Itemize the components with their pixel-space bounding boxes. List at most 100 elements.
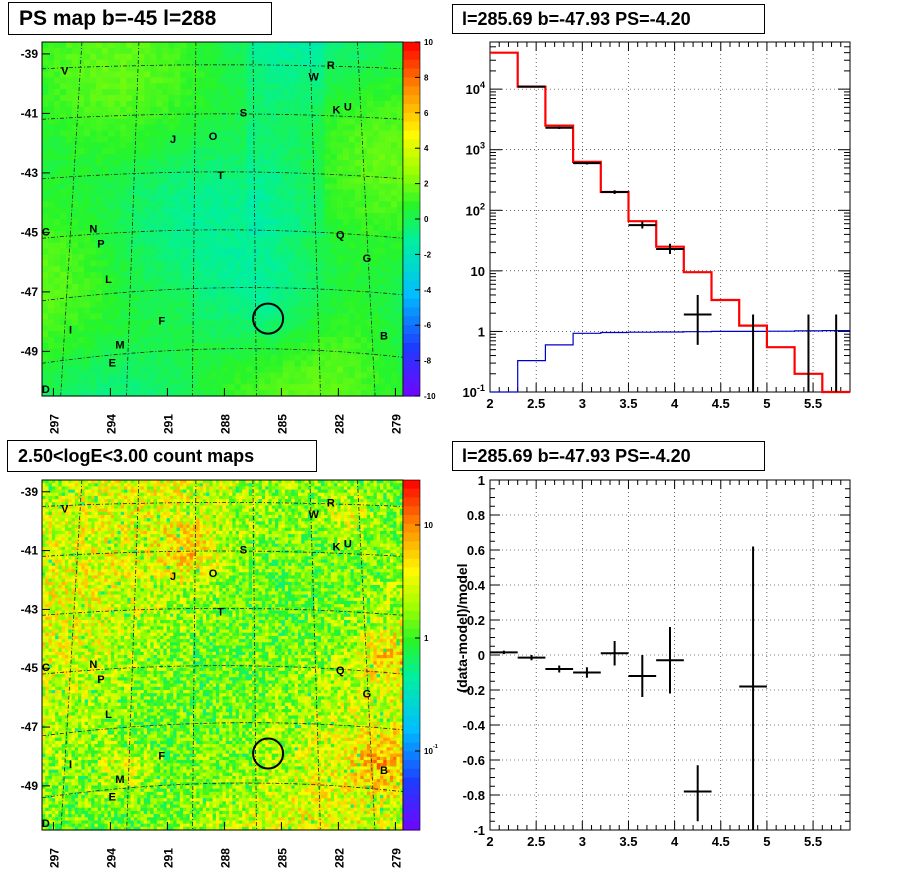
map-pixel [51, 795, 56, 799]
map-pixel [186, 248, 194, 255]
map-pixel [90, 360, 97, 368]
map-pixel [78, 130, 85, 137]
map-pixel [84, 142, 91, 149]
map-pixel [144, 165, 151, 173]
map-pixel [42, 207, 49, 214]
map-pixel [396, 213, 404, 220]
map-pixel [318, 325, 326, 332]
map-pixel [396, 313, 404, 320]
map-pixel [174, 230, 181, 238]
map-pixel [48, 348, 55, 356]
map-pixel [51, 661, 56, 666]
map-pixel [252, 95, 260, 102]
map-pixel [162, 372, 169, 379]
map-pixel [96, 201, 103, 208]
map-pixel [102, 213, 109, 220]
map-pixel [384, 313, 392, 320]
map-pixel [132, 83, 139, 90]
map-pixel [366, 325, 374, 332]
map-pixel [276, 65, 284, 73]
map-pixel [90, 183, 97, 191]
map-pixel [61, 651, 66, 656]
map-pixel [54, 360, 61, 368]
colorbar-swatch [403, 174, 420, 185]
map-pixel [168, 177, 175, 185]
map-pixel [294, 71, 302, 78]
map-pixel [306, 254, 314, 261]
map-pixel [126, 207, 133, 214]
map-pixel [126, 342, 133, 350]
map-pixel [45, 690, 50, 694]
map-pixel [64, 696, 69, 701]
map-pixel [246, 47, 254, 55]
map-pixel [366, 42, 374, 49]
map-pixel [306, 59, 314, 67]
map-pixel [228, 148, 236, 155]
map-pixel [58, 690, 63, 694]
map-pixel [378, 301, 386, 309]
map-pixel [288, 219, 296, 226]
map-pixel [58, 639, 63, 643]
map-pixel [138, 59, 145, 67]
map-pixel [132, 207, 139, 214]
x-tick-label: 3.5 [619, 396, 637, 411]
map-pixel [51, 782, 56, 787]
map-pixel [114, 360, 121, 368]
map-pixel [42, 524, 46, 529]
map-pixel [396, 224, 404, 232]
map-pixel [51, 763, 56, 767]
map-pixel [150, 331, 157, 338]
map-pixel [342, 65, 350, 73]
map-pixel [42, 747, 46, 752]
map-pixel [120, 83, 127, 90]
map-pixel [276, 71, 284, 78]
map-pixel [48, 486, 53, 491]
map-pixel [222, 148, 230, 155]
map-pixel [276, 348, 284, 356]
map-pixel [312, 319, 320, 326]
map-pixel [78, 337, 85, 344]
map-pixel [42, 160, 49, 167]
map-pixel [258, 136, 266, 143]
map-pixel [360, 142, 368, 149]
map-pixel [48, 527, 53, 532]
map-pixel [61, 791, 66, 796]
map-pixel [168, 242, 175, 250]
map-pixel [354, 142, 362, 149]
map-pixel [64, 693, 69, 697]
map-pixel [252, 201, 260, 208]
map-pixel [192, 183, 200, 191]
map-pixel [384, 348, 392, 356]
map-pixel [66, 130, 73, 137]
map-pixel [216, 160, 224, 167]
map-pixel [120, 224, 127, 232]
map-pixel [204, 331, 212, 338]
map-pixel [144, 301, 151, 309]
map-pixel [68, 505, 73, 510]
map-pixel [276, 106, 284, 114]
map-pixel [72, 366, 79, 373]
map-pixel [90, 171, 97, 179]
map-pixel [51, 508, 56, 513]
map-pixel [240, 248, 248, 255]
map-pixel [264, 89, 272, 96]
map-pixel [168, 325, 175, 332]
map-pixel [72, 195, 79, 202]
map-pixel [336, 177, 344, 185]
colorbar-tick-label: 8 [424, 73, 429, 82]
map-pixel [348, 95, 356, 102]
map-pixel [228, 112, 236, 120]
map-pixel [114, 384, 121, 391]
map-pixel [348, 272, 356, 279]
map-pixel [198, 189, 206, 196]
map-pixel [180, 177, 187, 185]
map-pixel [42, 600, 46, 605]
map-pixel [168, 360, 175, 368]
map-pixel [360, 89, 368, 96]
map-pixel [186, 236, 194, 244]
map-pixel [48, 307, 55, 314]
map-pixel [132, 289, 139, 297]
map-pixel [150, 384, 157, 391]
map-pixel [168, 95, 175, 102]
map-pixel [294, 77, 302, 84]
